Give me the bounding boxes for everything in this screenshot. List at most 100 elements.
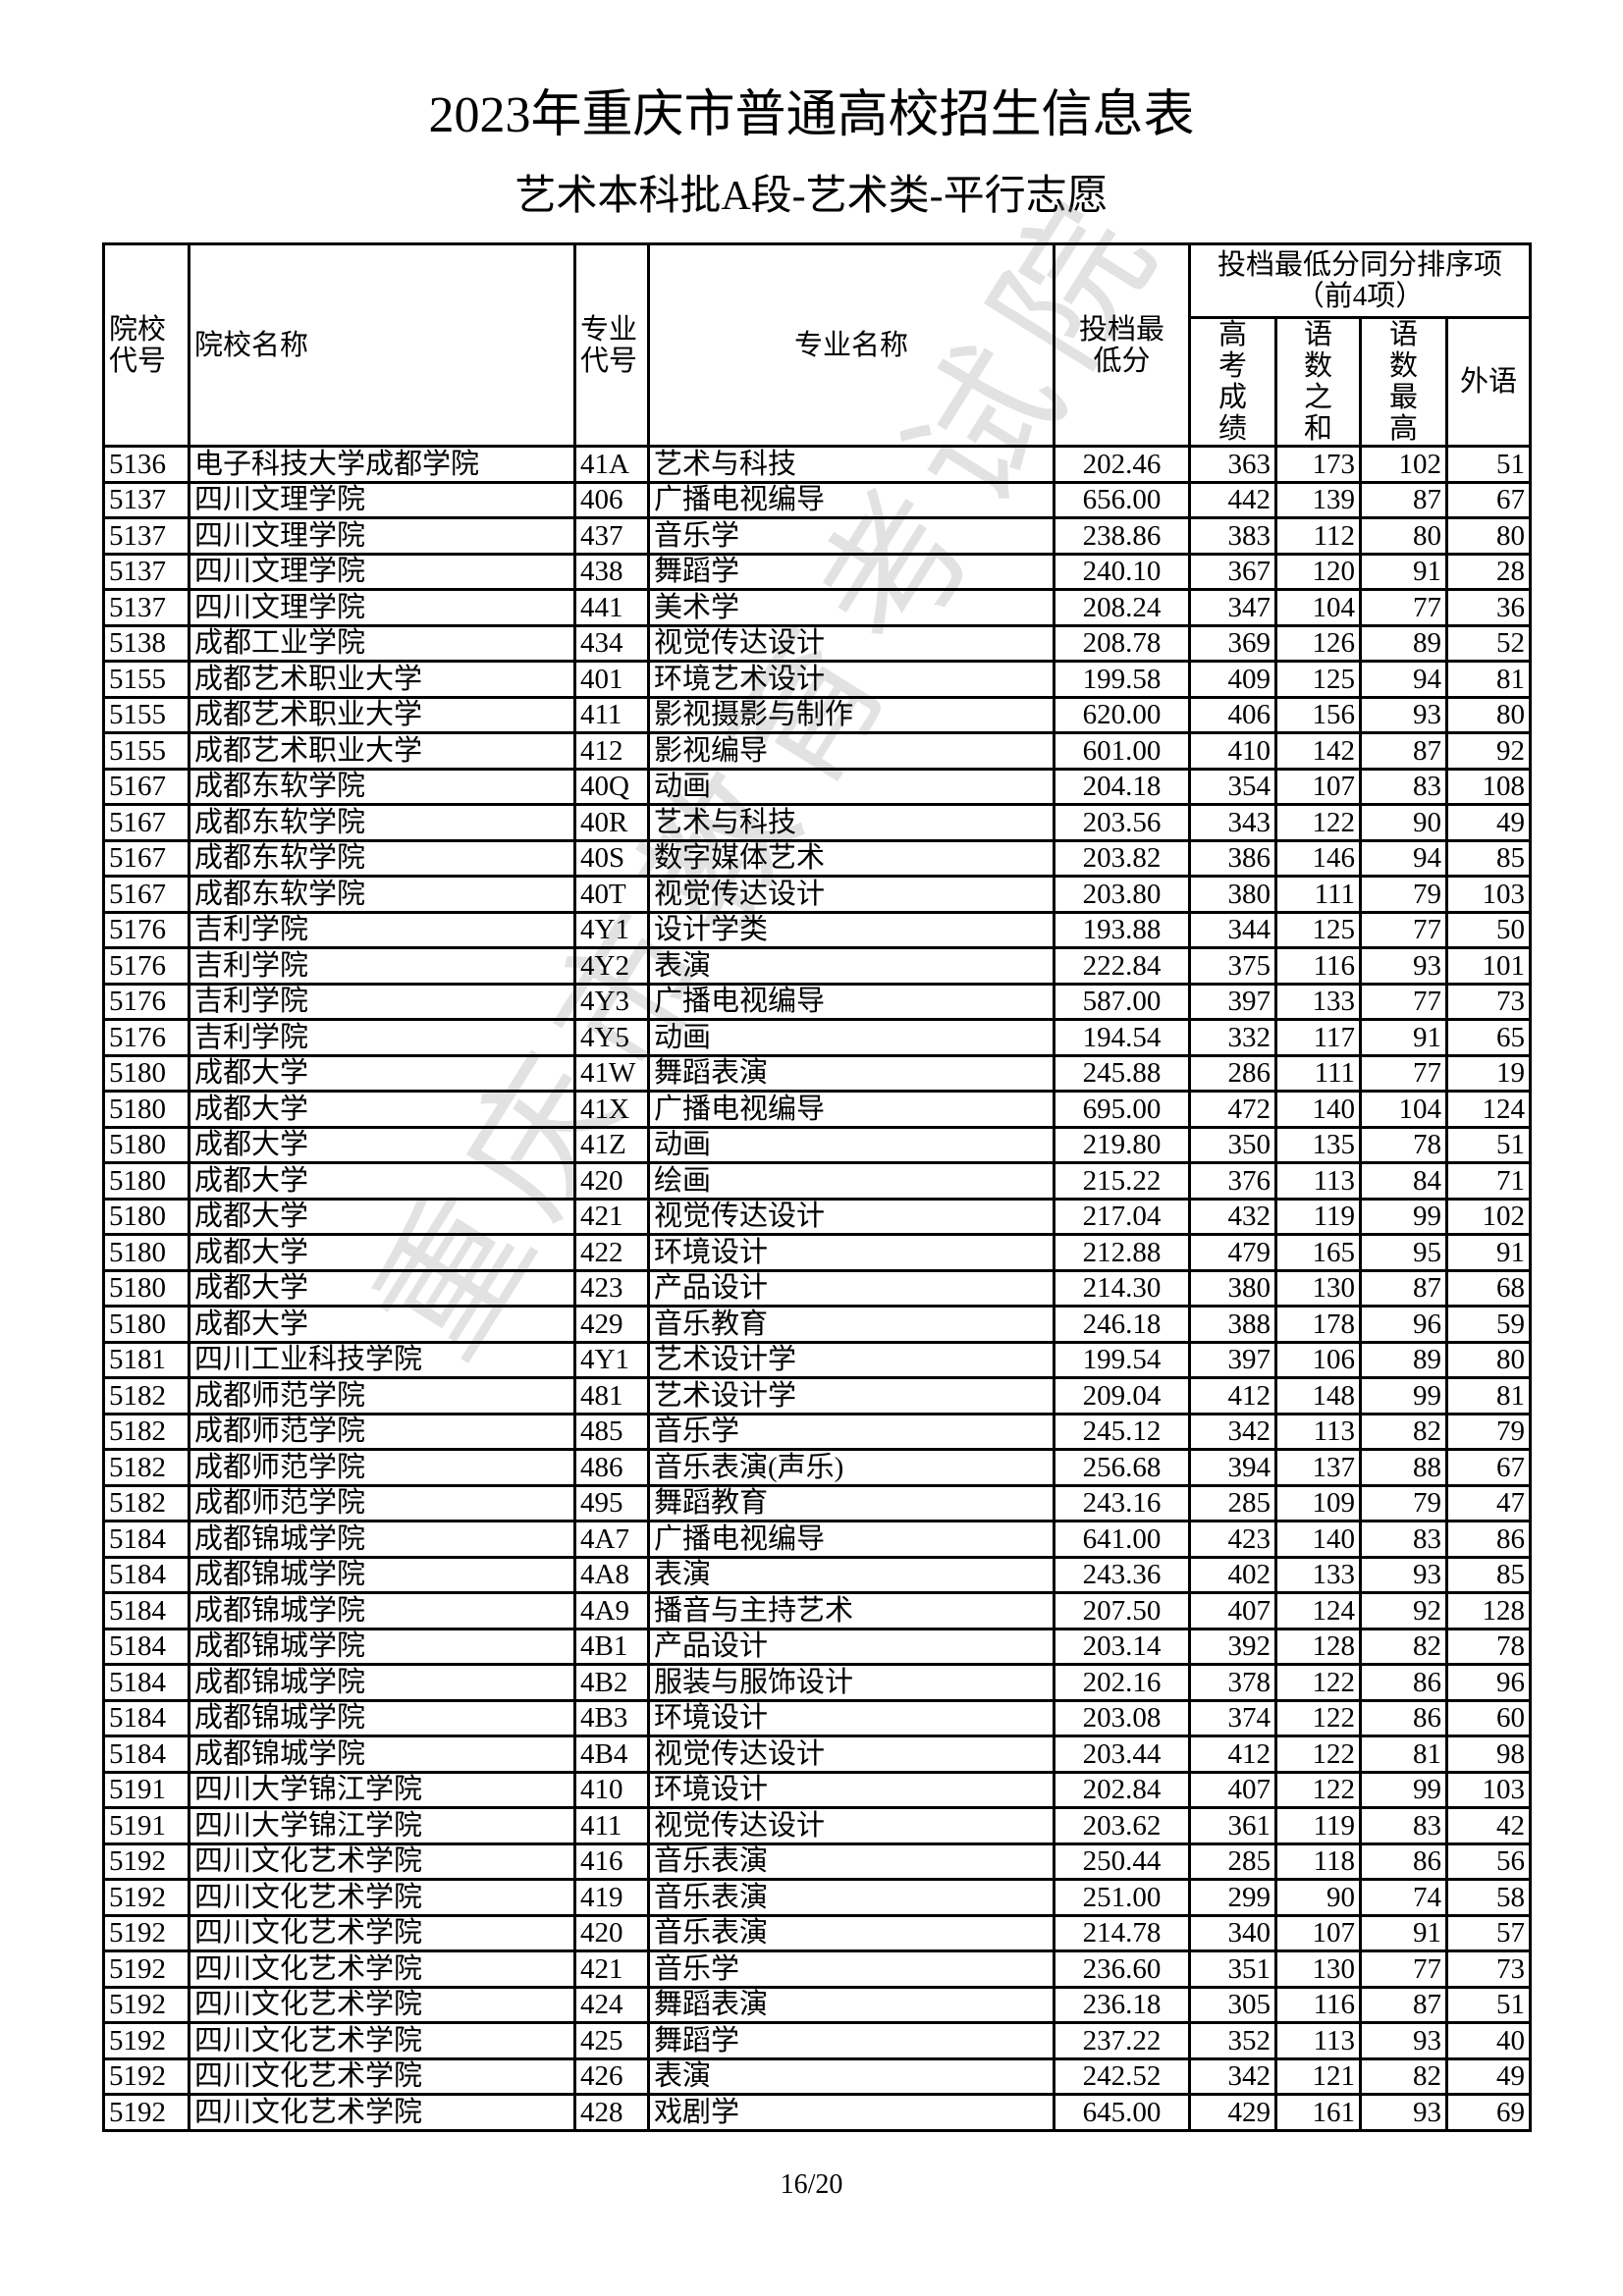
cell-school-code: 5180 — [102, 1233, 190, 1272]
cell-gaokao-score: 305 — [1188, 1985, 1277, 2024]
cell-major-name: 美术学 — [647, 588, 1055, 627]
cell-chn-math-sum: 135 — [1274, 1125, 1362, 1164]
cell-foreign-score: 73 — [1444, 1949, 1533, 1989]
cell-chn-math-max: 83 — [1359, 767, 1448, 806]
cell-school-name: 成都工业学院 — [188, 623, 576, 663]
cell-school-code: 5182 — [102, 1376, 190, 1415]
cell-foreign-score: 78 — [1444, 1627, 1533, 1666]
cell-chn-math-max: 91 — [1359, 1913, 1448, 1952]
cell-chn-math-max: 89 — [1359, 1340, 1448, 1379]
cell-major-code: 441 — [573, 588, 650, 627]
cell-school-name: 成都艺术职业大学 — [188, 660, 576, 699]
cell-foreign-score: 98 — [1444, 1735, 1533, 1774]
cell-school-name: 成都大学 — [188, 1268, 576, 1308]
cell-foreign-score: 73 — [1444, 982, 1533, 1021]
cell-foreign-score: 80 — [1444, 516, 1533, 556]
cell-min-score: 245.88 — [1053, 1053, 1191, 1093]
cell-school-name: 四川文化艺术学院 — [188, 1985, 576, 2024]
cell-min-score: 203.14 — [1053, 1627, 1191, 1666]
cell-major-code: 411 — [573, 1806, 650, 1845]
cell-foreign-score: 49 — [1444, 803, 1533, 842]
cell-chn-math-max: 87 — [1359, 480, 1448, 519]
cell-chn-math-sum: 116 — [1274, 1985, 1362, 2024]
cell-school-code: 5184 — [102, 1663, 190, 1702]
cell-min-score: 601.00 — [1053, 731, 1191, 771]
table-row: 5182 成都师范学院 485 音乐学 245.12 342 113 82 79 — [102, 1412, 1533, 1451]
cell-school-name: 成都艺术职业大学 — [188, 731, 576, 771]
table-row: 5191 四川大学锦江学院 410 环境设计 202.84 407 122 99 103 — [102, 1770, 1533, 1809]
cell-chn-math-sum: 148 — [1274, 1376, 1362, 1415]
cell-chn-math-sum: 107 — [1274, 767, 1362, 806]
cell-major-code: 422 — [573, 1233, 650, 1272]
cell-school-code: 5155 — [102, 695, 190, 734]
cell-min-score: 215.22 — [1053, 1161, 1191, 1201]
cell-school-code: 5136 — [102, 445, 190, 484]
table-row: 5180 成都大学 41X 广播电视编导 695.00 472 140 104 124 — [102, 1090, 1533, 1129]
table-row: 5192 四川文化艺术学院 421 音乐学 236.60 351 130 77 73 — [102, 1949, 1533, 1989]
cell-gaokao-score: 350 — [1188, 1125, 1277, 1164]
cell-gaokao-score: 432 — [1188, 1197, 1277, 1236]
cell-school-code: 5137 — [102, 588, 190, 627]
cell-school-code: 5192 — [102, 1985, 190, 2024]
cell-gaokao-score: 407 — [1188, 1591, 1277, 1630]
cell-major-code: 428 — [573, 2093, 650, 2132]
cell-chn-math-sum: 107 — [1274, 1913, 1362, 1952]
cell-foreign-score: 51 — [1444, 1985, 1533, 2024]
cell-major-code: 4B1 — [573, 1627, 650, 1666]
cell-school-name: 四川工业科技学院 — [188, 1340, 576, 1379]
cell-school-code: 5184 — [102, 1735, 190, 1774]
cell-gaokao-score: 388 — [1188, 1305, 1277, 1344]
cell-min-score: 695.00 — [1053, 1090, 1191, 1129]
cell-gaokao-score: 397 — [1188, 982, 1277, 1021]
cell-major-code: 437 — [573, 516, 650, 556]
cell-foreign-score: 67 — [1444, 480, 1533, 519]
cell-school-code: 5192 — [102, 1949, 190, 1989]
cell-min-score: 203.08 — [1053, 1698, 1191, 1737]
cell-major-name: 产品设计 — [647, 1627, 1055, 1666]
header-tiebreak-title: 投档最低分同分排序项 — [1217, 249, 1503, 281]
cell-min-score: 214.30 — [1053, 1268, 1191, 1308]
cell-gaokao-score: 402 — [1188, 1555, 1277, 1594]
cell-foreign-score: 68 — [1444, 1268, 1533, 1308]
cell-gaokao-score: 367 — [1188, 552, 1277, 591]
cell-chn-math-max: 93 — [1359, 2021, 1448, 2060]
cell-major-code: 40Q — [573, 767, 650, 806]
cell-school-code: 5138 — [102, 623, 190, 663]
cell-min-score: 250.44 — [1053, 1842, 1191, 1881]
table-row: 5184 成都锦城学院 4B1 产品设计 203.14 392 128 82 78 — [102, 1627, 1533, 1666]
cell-gaokao-score: 376 — [1188, 1161, 1277, 1201]
cell-foreign-score: 91 — [1444, 1233, 1533, 1272]
header-major-code: 专业代号 — [573, 242, 650, 448]
cell-major-name: 数字媒体艺术 — [647, 838, 1055, 878]
cell-major-name: 广播电视编导 — [647, 1090, 1055, 1129]
cell-school-code: 5182 — [102, 1448, 190, 1487]
cell-major-code: 4A9 — [573, 1591, 650, 1630]
cell-major-name: 视觉传达设计 — [647, 1197, 1055, 1236]
cell-chn-math-max: 94 — [1359, 838, 1448, 878]
cell-chn-math-sum: 125 — [1274, 660, 1362, 699]
cell-gaokao-score: 352 — [1188, 2021, 1277, 2060]
table-row: 5167 成都东软学院 40Q 动画 204.18 354 107 83 108 — [102, 767, 1533, 806]
cell-major-code: 401 — [573, 660, 650, 699]
cell-foreign-score: 103 — [1444, 875, 1533, 914]
cell-major-name: 服装与服饰设计 — [647, 1663, 1055, 1702]
cell-chn-math-max: 82 — [1359, 2056, 1448, 2096]
cell-school-name: 四川文化艺术学院 — [188, 2093, 576, 2132]
cell-major-name: 音乐学 — [647, 516, 1055, 556]
cell-foreign-score: 92 — [1444, 731, 1533, 771]
cell-chn-math-max: 80 — [1359, 516, 1448, 556]
cell-chn-math-sum: 122 — [1274, 1735, 1362, 1774]
cell-chn-math-max: 93 — [1359, 1555, 1448, 1594]
cell-gaokao-score: 409 — [1188, 660, 1277, 699]
cell-gaokao-score: 363 — [1188, 445, 1277, 484]
cell-chn-math-sum: 140 — [1274, 1090, 1362, 1129]
cell-chn-math-sum: 122 — [1274, 803, 1362, 842]
table-row: 5180 成都大学 429 音乐教育 246.18 388 178 96 59 — [102, 1305, 1533, 1344]
cell-major-code: 421 — [573, 1197, 650, 1236]
cell-chn-math-max: 74 — [1359, 1878, 1448, 1917]
cell-major-name: 表演 — [647, 1555, 1055, 1594]
cell-min-score: 222.84 — [1053, 946, 1191, 986]
cell-school-name: 四川文化艺术学院 — [188, 2056, 576, 2096]
cell-major-name: 表演 — [647, 2056, 1055, 2096]
cell-min-score: 208.24 — [1053, 588, 1191, 627]
